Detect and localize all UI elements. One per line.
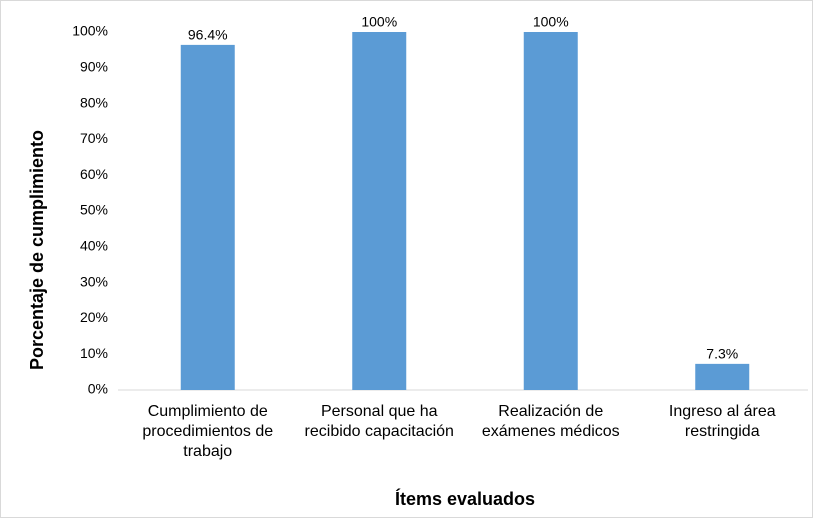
- data-label: 100%: [361, 14, 397, 30]
- y-tick-label: 40%: [80, 238, 108, 254]
- bar: [523, 32, 578, 390]
- y-tick-label: 100%: [72, 23, 108, 39]
- data-label: 7.3%: [706, 346, 738, 362]
- x-axis-title: Ítems evaluados: [395, 488, 535, 509]
- y-tick-label: 30%: [80, 273, 108, 289]
- bar: [352, 32, 407, 390]
- y-tick-label: 70%: [80, 130, 108, 146]
- y-tick-label: 20%: [80, 309, 108, 325]
- y-tick-label: 0%: [88, 381, 108, 397]
- x-tick-label: Ingreso al área restringida: [668, 403, 776, 440]
- y-tick-label: 60%: [80, 166, 108, 182]
- y-tick-label: 10%: [80, 345, 108, 361]
- data-label: 100%: [533, 14, 569, 30]
- y-tick-label: 90%: [80, 59, 108, 75]
- x-tick-label: Realización de exámenes médicos: [481, 403, 620, 440]
- x-tick-label: Cumplimiento de procedimientos de trabaj…: [142, 403, 274, 460]
- x-tick-label: Personal que ha recibido capacitación: [304, 403, 454, 440]
- bar: [695, 363, 750, 390]
- y-tick-label: 80%: [80, 94, 108, 110]
- data-label: 96.4%: [188, 27, 228, 43]
- y-axis-title: Porcentaje de cumplimiento: [27, 130, 47, 370]
- bar: [180, 44, 235, 390]
- y-tick-label: 50%: [80, 202, 108, 218]
